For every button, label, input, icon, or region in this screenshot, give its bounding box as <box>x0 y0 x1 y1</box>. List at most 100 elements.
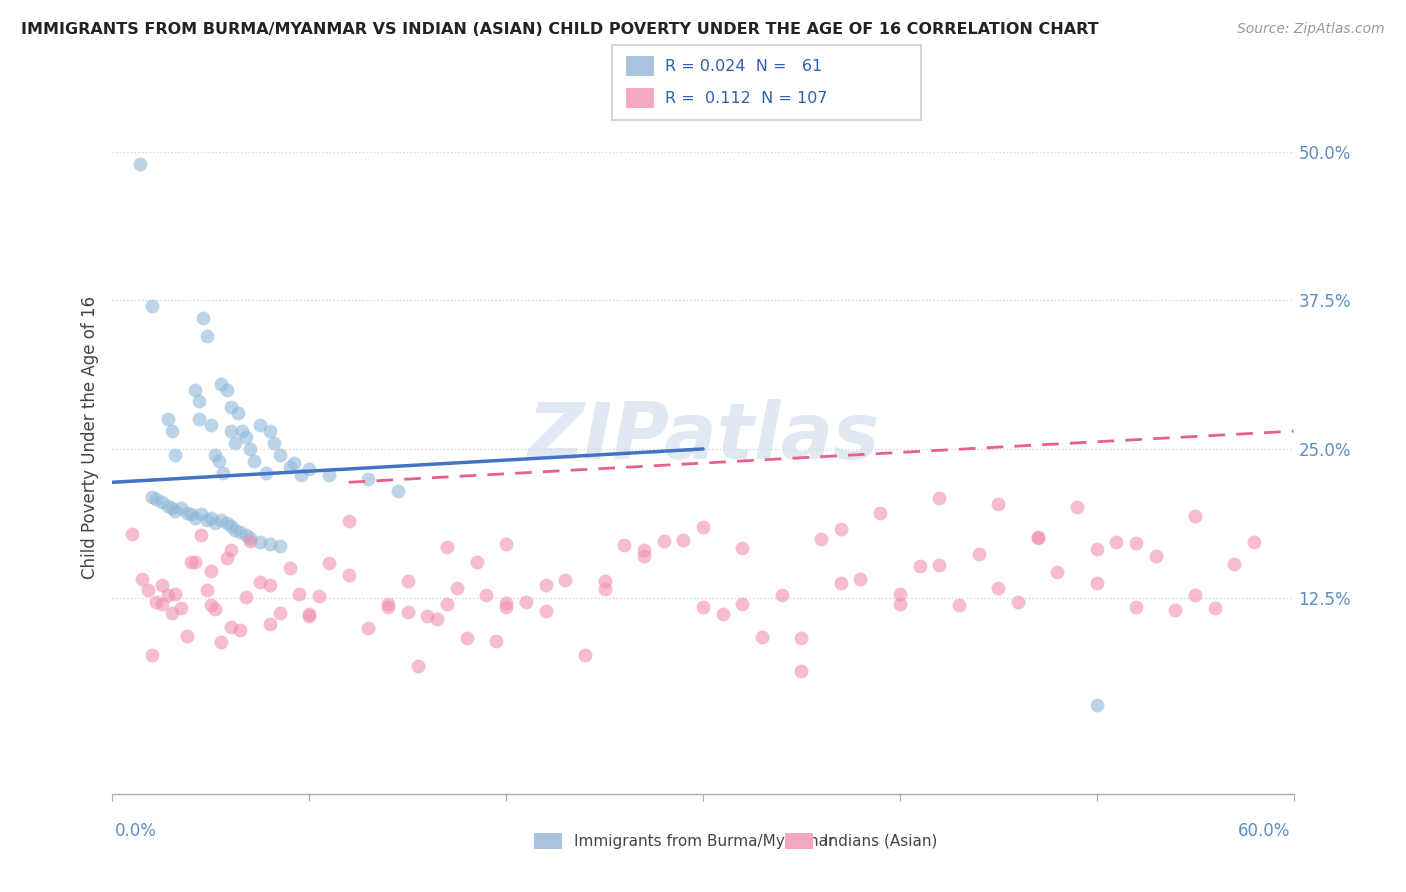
Point <box>156 499 179 513</box>
Point <box>150 598 173 612</box>
Point <box>889 587 911 601</box>
Point <box>731 541 754 555</box>
Point <box>180 555 202 569</box>
Point <box>948 598 970 612</box>
Point <box>928 558 950 572</box>
Point <box>1085 698 1108 712</box>
Point <box>436 597 458 611</box>
Point <box>830 576 852 591</box>
Point <box>593 574 616 588</box>
Point <box>141 299 163 313</box>
Text: 60.0%: 60.0% <box>1239 822 1291 840</box>
Point <box>711 607 734 621</box>
Point <box>731 597 754 611</box>
Point <box>278 459 301 474</box>
Point <box>456 631 478 645</box>
Point <box>308 589 330 603</box>
Point <box>889 597 911 611</box>
Point <box>613 539 636 553</box>
Point <box>259 537 281 551</box>
Point <box>190 508 212 522</box>
Point <box>269 606 291 620</box>
Point <box>1105 535 1128 549</box>
Point <box>1026 531 1049 545</box>
Point <box>229 623 252 637</box>
Text: ZIPatlas: ZIPatlas <box>527 399 879 475</box>
Point <box>1164 603 1187 617</box>
Point <box>290 468 312 483</box>
Point <box>485 634 508 648</box>
Point <box>170 501 193 516</box>
Point <box>200 511 222 525</box>
Point <box>1204 600 1226 615</box>
Point <box>318 468 340 483</box>
Point <box>416 608 439 623</box>
Point <box>790 631 813 645</box>
Point <box>219 424 242 438</box>
Text: 0.0%: 0.0% <box>115 822 157 840</box>
Point <box>184 511 207 525</box>
Point <box>692 599 714 614</box>
Point <box>200 418 222 433</box>
Point <box>191 311 214 326</box>
Point <box>150 577 173 591</box>
Point <box>209 513 232 527</box>
Point <box>184 555 207 569</box>
Point <box>156 412 179 426</box>
Point <box>188 394 211 409</box>
Point <box>170 601 193 615</box>
Point <box>121 527 143 541</box>
Point <box>165 448 187 462</box>
Point <box>574 648 596 663</box>
Point <box>357 472 380 486</box>
Point <box>195 582 218 597</box>
Point <box>195 329 218 343</box>
Point <box>249 418 271 433</box>
Point <box>219 401 242 415</box>
Point <box>235 430 257 444</box>
Point <box>235 527 257 541</box>
Point <box>790 664 813 678</box>
Point <box>254 466 277 480</box>
Point <box>1184 509 1206 524</box>
Point <box>337 515 360 529</box>
Point <box>849 572 872 586</box>
Point <box>209 635 232 649</box>
Point <box>908 558 931 573</box>
Point <box>215 383 238 397</box>
Point <box>165 587 187 601</box>
Point <box>184 383 207 397</box>
Point <box>235 590 257 604</box>
Point <box>810 532 832 546</box>
Point <box>495 537 517 551</box>
Point <box>672 533 695 548</box>
Point <box>633 543 655 558</box>
Point <box>387 483 409 498</box>
Point <box>1066 500 1088 515</box>
Point <box>243 454 266 468</box>
Point <box>967 547 990 561</box>
Point <box>1125 600 1147 615</box>
Point <box>195 513 218 527</box>
Point <box>1046 565 1069 579</box>
Point <box>136 582 159 597</box>
Point <box>269 448 291 462</box>
Point <box>249 574 271 589</box>
Point <box>239 442 262 456</box>
Point <box>239 533 262 548</box>
Point <box>987 581 1010 595</box>
Point <box>534 578 557 592</box>
Point <box>141 648 163 662</box>
Point <box>692 520 714 534</box>
Point <box>554 573 576 587</box>
Point <box>278 561 301 575</box>
Point <box>830 522 852 536</box>
Point <box>318 556 340 570</box>
Point <box>1223 557 1246 571</box>
Text: Indians (Asian): Indians (Asian) <box>824 834 938 848</box>
Point <box>215 516 238 530</box>
Point <box>208 454 231 468</box>
Point <box>396 605 419 619</box>
Point <box>298 607 321 621</box>
Point <box>396 574 419 588</box>
